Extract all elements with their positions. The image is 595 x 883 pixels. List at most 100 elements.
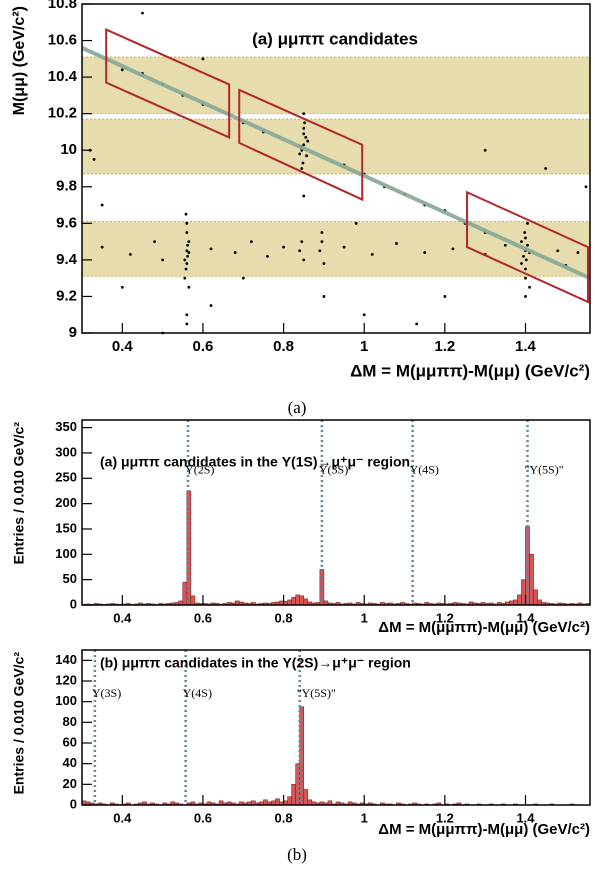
bin <box>186 490 192 606</box>
point <box>503 243 507 247</box>
point <box>298 249 302 253</box>
x-axis-label: ΔM = M(μμππ)-M(μμ) (GeV/c²) <box>350 361 590 380</box>
band <box>81 118 591 175</box>
point <box>342 245 346 249</box>
point <box>249 240 253 244</box>
y-axis-label: M(μμ) (GeV/c²) <box>11 6 28 115</box>
plot-frame <box>81 3 591 334</box>
x-tick-label: 0.4 <box>113 610 132 625</box>
bin <box>190 595 196 606</box>
point <box>201 57 205 61</box>
x-tick-label: 1.2 <box>434 338 455 355</box>
point <box>302 126 306 130</box>
point <box>544 167 548 170</box>
y-tick-label: 10 <box>60 141 77 158</box>
point <box>233 251 237 254</box>
point <box>522 254 525 258</box>
y-tick-label: 10.8 <box>48 0 77 12</box>
point <box>187 240 191 244</box>
x-tick-label: 0.6 <box>193 338 214 355</box>
point <box>415 322 419 326</box>
caption: (b) <box>287 845 307 864</box>
point <box>183 276 187 280</box>
point <box>556 249 560 253</box>
point <box>185 262 189 265</box>
bin <box>319 569 325 606</box>
y-tick-label: 9.8 <box>56 178 77 195</box>
point <box>185 249 189 253</box>
x-tick-label: 0.4 <box>113 810 132 825</box>
x-tick-label: 0.6 <box>194 610 212 625</box>
y-tick-label: 50 <box>63 571 77 586</box>
point <box>120 285 124 289</box>
marker-label: Υ(3S) <box>92 686 121 700</box>
y-tick-label: 120 <box>55 672 77 687</box>
x-tick-label: 0.8 <box>275 610 293 625</box>
y-tick-label: 200 <box>55 495 77 510</box>
bin <box>517 594 522 606</box>
bin <box>529 554 534 606</box>
point <box>300 167 304 170</box>
bin <box>533 589 538 606</box>
bin <box>513 599 518 606</box>
point <box>120 68 124 72</box>
point <box>302 143 306 147</box>
bin <box>291 597 296 606</box>
point <box>524 267 527 271</box>
point <box>186 243 190 247</box>
y-tick-label: 60 <box>63 734 77 749</box>
point <box>300 240 304 244</box>
bin <box>295 594 301 606</box>
x-axis-label: ΔM = M(μμππ)-M(μμ) (GeV/c²) <box>378 821 590 838</box>
point <box>185 231 189 234</box>
point <box>187 251 191 254</box>
point <box>320 231 324 234</box>
bin <box>307 799 313 806</box>
marker-label: "Υ(5S)" <box>525 462 564 476</box>
x-tick-label: 1 <box>361 610 368 625</box>
y-tick-label: 10.4 <box>48 68 78 85</box>
x-tick-label: 1 <box>360 338 368 355</box>
chart-title: (a) μμππ candidates in the Υ(1S)→μ⁺μ⁻ re… <box>100 454 410 470</box>
point <box>320 240 324 244</box>
signal-region <box>466 190 589 304</box>
bin <box>291 784 296 806</box>
x-tick-label: 0.8 <box>275 810 293 825</box>
point <box>584 185 588 189</box>
bin <box>287 599 292 606</box>
x-tick-label: 0.6 <box>194 810 212 825</box>
marker-label: Υ(4S) <box>183 686 212 700</box>
point <box>92 157 96 161</box>
point <box>209 304 213 307</box>
point <box>576 251 580 254</box>
y-tick-label: 9.6 <box>56 214 77 231</box>
bin <box>303 789 309 806</box>
point <box>526 243 529 247</box>
y-tick-label: 9.2 <box>56 287 77 304</box>
point <box>443 295 447 298</box>
point <box>282 245 285 249</box>
x-tick-label: 1.2 <box>436 810 454 825</box>
point <box>528 285 531 289</box>
signal-region <box>238 88 364 202</box>
point <box>302 112 306 116</box>
y-tick-label: 80 <box>63 714 77 729</box>
chart-title: (b) μμππ candidates in the Υ(2S)→μ⁺μ⁻ re… <box>100 655 411 671</box>
x-tick-label: 1.4 <box>516 610 535 625</box>
point <box>370 253 374 256</box>
point <box>184 267 188 271</box>
point <box>266 254 269 258</box>
bin <box>303 598 309 606</box>
marker-label: Υ(2S) <box>185 462 214 476</box>
point <box>241 276 245 280</box>
bin <box>182 581 188 606</box>
point <box>128 253 132 256</box>
bin <box>521 579 526 606</box>
point <box>304 136 308 139</box>
y-tick-label: 20 <box>63 776 77 791</box>
marker-label: Υ(3S) <box>319 462 348 476</box>
point <box>100 203 104 207</box>
plot-frame <box>81 649 591 806</box>
x-tick-label: 1.4 <box>516 810 535 825</box>
